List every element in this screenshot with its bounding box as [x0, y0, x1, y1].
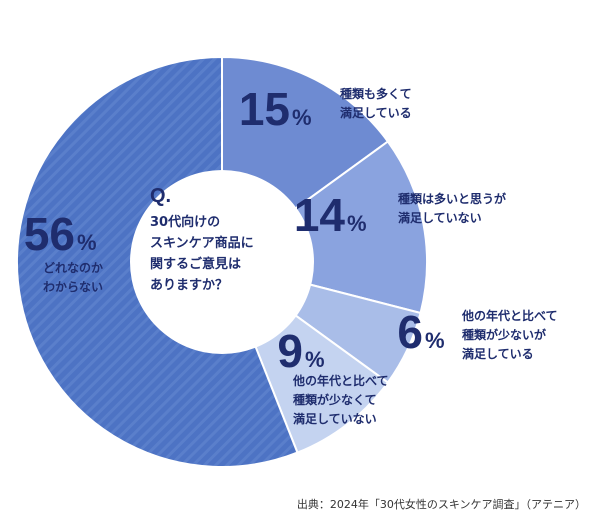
slice-2-label-line: 満足していない [398, 210, 482, 225]
slice-3-label-line: 満足している [462, 346, 534, 361]
slice-4-label-line: 種類が少なくて [293, 392, 377, 407]
slice-2-unit: % [347, 211, 367, 236]
slice-3-unit: % [425, 328, 445, 353]
question-line: 関するご意見は [150, 256, 241, 272]
slice-1-label-line: 種類も多くて [340, 86, 412, 101]
slice-5-label-line: わからない [43, 280, 103, 294]
question-line: 30代向けの [150, 214, 220, 230]
slice-1-value: 15 [239, 83, 290, 135]
slice-5-label-line: どれなのか [43, 261, 103, 275]
slice-3-value: 6 [397, 306, 423, 358]
question-line: スキンケア商品に [150, 235, 254, 251]
slice-1-label-line: 満足している [340, 105, 412, 120]
slice-5-value: 56 [24, 208, 75, 260]
slice-4-label-line: 満足していない [293, 411, 377, 426]
question-heading: Q. [150, 185, 171, 207]
slice-4-label-line: 他の年代と比べて [292, 373, 389, 388]
slice-3-label-line: 他の年代と比べて [461, 308, 558, 323]
slice-1-unit: % [292, 105, 312, 130]
question-line: ありますか？ [150, 278, 228, 293]
slice-5-unit: % [77, 230, 97, 255]
slice-2-label-line: 種類は多いと思うが [398, 191, 506, 206]
slice-4-unit: % [305, 347, 325, 372]
slice-2-value: 14 [294, 189, 346, 241]
slice-3-label-line: 種類が少ないが [462, 327, 546, 342]
center-hole [130, 170, 314, 354]
slice-4-value: 9 [277, 325, 303, 377]
source-note: 出典：2024年「30代女性のスキンケア調査」（アテニア） [296, 498, 586, 511]
